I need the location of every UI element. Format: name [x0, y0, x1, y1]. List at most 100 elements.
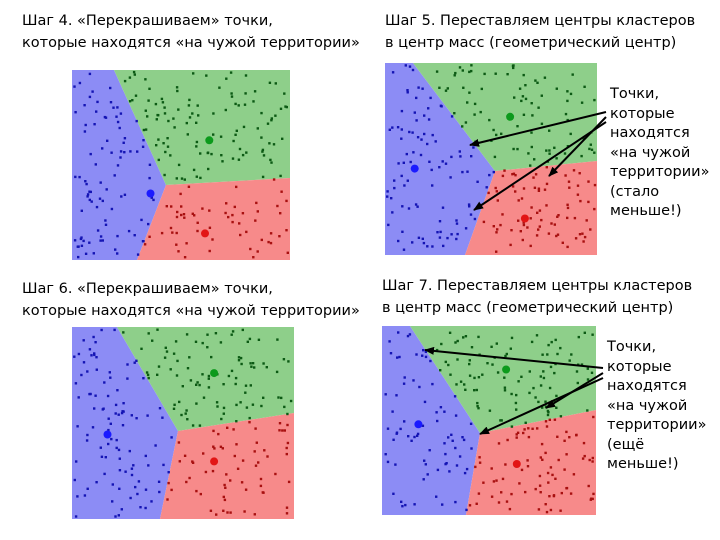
green-data-point — [195, 145, 198, 148]
green-data-point — [220, 417, 223, 421]
red-data-point — [253, 450, 256, 453]
red-data-point — [589, 228, 592, 231]
red-data-point — [495, 190, 498, 193]
green-data-point — [140, 347, 143, 350]
cluster-centers — [103, 369, 219, 466]
red-data-point — [274, 472, 277, 476]
blue-data-point — [133, 234, 136, 237]
red-data-point — [287, 480, 291, 484]
blue-data-point — [110, 207, 114, 211]
red-data-point — [508, 507, 512, 511]
green-data-point — [580, 154, 583, 158]
blue-data-point — [80, 373, 83, 377]
red-data-point — [195, 489, 198, 493]
red-data-point — [510, 492, 513, 496]
blue-data-point — [421, 87, 424, 90]
red-data-point — [236, 467, 240, 470]
blue-data-point — [411, 68, 415, 72]
green-data-point — [476, 405, 479, 408]
green-data-point — [473, 113, 476, 116]
green-data-point — [458, 66, 462, 69]
blue-data-point — [426, 245, 429, 248]
green-data-point — [196, 104, 199, 107]
green-data-point — [586, 409, 589, 412]
red-data-point — [278, 429, 281, 432]
green-data-point — [444, 89, 448, 92]
green-data-point — [164, 346, 167, 349]
blue-data-point — [384, 393, 387, 396]
red-data-point — [538, 209, 542, 212]
green-data-point — [144, 78, 147, 81]
blue-data-point — [117, 514, 120, 517]
red-region — [160, 413, 294, 519]
blue-data-point — [394, 463, 397, 466]
blue-data-point — [122, 141, 125, 144]
blue-data-point — [115, 438, 118, 442]
green-data-point — [550, 340, 553, 344]
red-data-point — [553, 418, 557, 421]
red-data-point — [492, 225, 495, 228]
step6-caption: Шаг 6. «Перекрашиваем» точки, которые на… — [22, 278, 360, 322]
green-data-point — [133, 73, 136, 76]
blue-data-point — [117, 413, 120, 416]
red-data-point — [565, 486, 569, 490]
blue-data-point — [429, 359, 432, 363]
red-data-point — [578, 172, 581, 175]
red-data-point — [530, 206, 533, 209]
blue-data-point — [454, 446, 457, 450]
green-data-point — [206, 151, 210, 154]
red-data-point — [176, 210, 179, 214]
green-data-point — [495, 133, 498, 137]
green-data-point — [201, 373, 204, 376]
green-data-point — [461, 69, 464, 72]
blue-data-point — [109, 101, 113, 104]
blue-data-point — [402, 248, 406, 251]
green-data-point — [248, 416, 251, 420]
green-data-point — [477, 407, 480, 410]
blue-data-point — [468, 205, 471, 208]
red-data-point — [545, 182, 549, 186]
arrow — [479, 377, 604, 435]
data-points — [73, 328, 293, 518]
red-data-point — [539, 456, 542, 459]
blue-data-point — [73, 239, 77, 242]
green-data-point — [486, 362, 489, 365]
red-data-point — [492, 480, 496, 483]
red-data-point — [535, 234, 539, 237]
green-data-point — [225, 77, 228, 80]
red-data-point — [166, 498, 169, 501]
green-data-point — [527, 152, 530, 155]
blue-data-point — [126, 363, 129, 366]
blue-data-point — [129, 496, 132, 500]
blue-data-point — [92, 335, 95, 339]
blue-data-point — [415, 96, 418, 100]
blue-data-point — [426, 142, 429, 146]
blue-data-point — [117, 448, 121, 452]
red-data-point — [545, 425, 549, 428]
blue-data-point — [83, 494, 87, 497]
blue-data-point — [105, 188, 108, 191]
green-cluster-center — [205, 136, 214, 145]
green-data-point — [163, 356, 167, 359]
blue-data-point — [73, 478, 76, 482]
blue-data-point — [123, 193, 127, 196]
green-data-point — [576, 381, 579, 385]
green-data-point — [499, 419, 502, 422]
red-data-point — [219, 445, 223, 448]
blue-data-point — [472, 146, 475, 149]
blue-data-point — [93, 123, 96, 126]
green-data-point — [146, 373, 150, 377]
blue-data-point — [447, 436, 450, 439]
red-data-point — [501, 213, 504, 216]
blue-data-point — [393, 179, 396, 182]
green-data-point — [184, 412, 187, 415]
green-data-point — [231, 157, 235, 160]
blue-data-point — [114, 248, 117, 251]
green-data-point — [555, 157, 558, 160]
blue-data-point — [402, 382, 406, 385]
blue-data-point — [130, 473, 134, 477]
green-data-point — [270, 119, 273, 122]
green-data-point — [514, 401, 518, 405]
green-data-point — [249, 384, 252, 387]
green-data-point — [540, 122, 544, 125]
